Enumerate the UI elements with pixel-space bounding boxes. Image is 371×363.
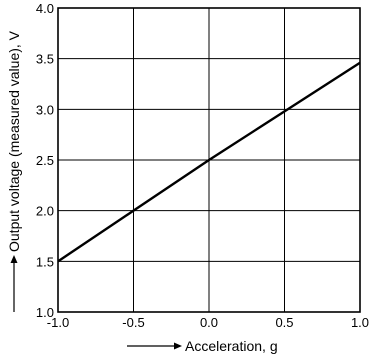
y-tick-label: 3.0 [36, 102, 54, 117]
x-axis-label-group: Acceleration, g [127, 338, 278, 354]
y-axis-label: Output voltage (measured value), V [6, 30, 22, 252]
y-axis-arrowhead-icon [10, 255, 18, 263]
x-axis-label: Acceleration, g [185, 338, 278, 354]
plot-border [57, 7, 361, 313]
x-tick-label: 0.5 [275, 315, 293, 330]
y-tick-label: 1.0 [36, 305, 54, 320]
tick-labels: -1.0 -0.5 0.0 0.5 1.0 1.0 1.5 2.0 2.5 3.0 3.5 4.0 [36, 1, 369, 330]
y-axis-label-group: Output voltage (measured value), V [6, 30, 22, 312]
x-axis-arrowhead-icon [174, 342, 182, 350]
plot-frame [57, 7, 361, 313]
series-line [57, 61, 361, 263]
series [57, 61, 361, 263]
y-tick-label: 2.5 [36, 153, 54, 168]
y-tick-label: 4.0 [36, 1, 54, 16]
x-tick-label: -0.5 [122, 315, 144, 330]
x-tick-label: -1.0 [47, 315, 69, 330]
y-tick-label: 1.5 [36, 254, 54, 269]
y-tick-label: 3.5 [36, 52, 54, 67]
y-tick-label: 2.0 [36, 204, 54, 219]
x-tick-label: 0.0 [200, 315, 218, 330]
x-tick-label: 1.0 [351, 315, 369, 330]
